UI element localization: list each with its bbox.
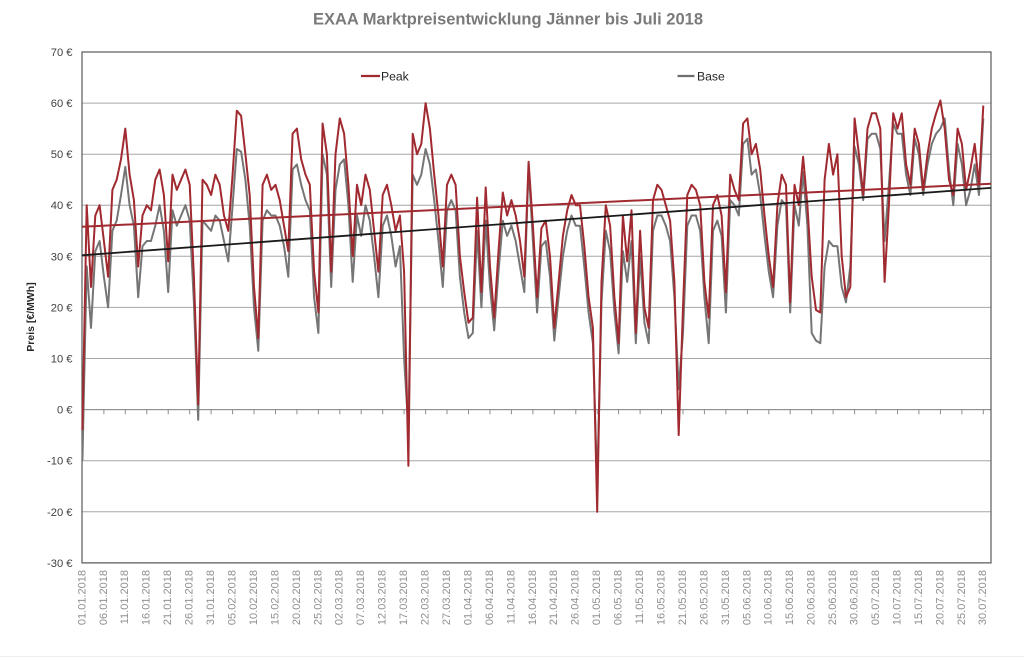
svg-text:10.07.2018: 10.07.2018 (891, 570, 903, 625)
svg-text:20.07.2018: 20.07.2018 (934, 570, 946, 625)
svg-text:01.04.2018: 01.04.2018 (462, 570, 474, 625)
svg-text:-20 €: -20 € (47, 507, 73, 519)
svg-text:22.03.2018: 22.03.2018 (420, 570, 432, 625)
svg-text:05.07.2018: 05.07.2018 (870, 570, 882, 625)
svg-text:15.02.2018: 15.02.2018 (269, 570, 281, 625)
svg-text:26.04.2018: 26.04.2018 (570, 570, 582, 625)
svg-text:25.02.2018: 25.02.2018 (312, 570, 324, 625)
svg-text:30.07.2018: 30.07.2018 (977, 570, 989, 625)
svg-text:21.05.2018: 21.05.2018 (677, 570, 689, 625)
svg-text:06.01.2018: 06.01.2018 (98, 570, 110, 625)
svg-text:Preis [€/MWh]: Preis [€/MWh] (25, 282, 37, 351)
svg-text:EXAA Marktpreisentwicklung Jän: EXAA Marktpreisentwicklung Jänner bis Ju… (313, 11, 703, 29)
svg-text:Base: Base (697, 70, 725, 84)
svg-text:16.04.2018: 16.04.2018 (527, 570, 539, 625)
svg-text:05.02.2018: 05.02.2018 (227, 570, 239, 625)
svg-text:0 €: 0 € (57, 405, 73, 417)
svg-text:20.02.2018: 20.02.2018 (291, 570, 303, 625)
svg-text:-10 €: -10 € (47, 456, 73, 468)
svg-text:20 €: 20 € (51, 302, 74, 314)
svg-text:21.04.2018: 21.04.2018 (548, 570, 560, 625)
svg-text:40 €: 40 € (51, 200, 74, 212)
svg-text:07.03.2018: 07.03.2018 (355, 570, 367, 625)
svg-text:11.05.2018: 11.05.2018 (634, 570, 646, 624)
svg-text:30 €: 30 € (51, 251, 74, 263)
svg-text:25.07.2018: 25.07.2018 (956, 570, 968, 625)
svg-text:06.04.2018: 06.04.2018 (484, 570, 496, 625)
svg-text:05.06.2018: 05.06.2018 (741, 570, 753, 625)
svg-text:26.01.2018: 26.01.2018 (184, 570, 196, 625)
svg-text:01.05.2018: 01.05.2018 (591, 570, 603, 625)
svg-text:02.03.2018: 02.03.2018 (334, 570, 346, 625)
svg-text:26.05.2018: 26.05.2018 (698, 570, 710, 625)
svg-text:27.03.2018: 27.03.2018 (441, 570, 453, 625)
svg-text:10.02.2018: 10.02.2018 (248, 570, 260, 625)
svg-text:06.05.2018: 06.05.2018 (613, 570, 625, 625)
svg-text:31.05.2018: 31.05.2018 (720, 570, 732, 625)
svg-text:70 €: 70 € (51, 47, 74, 59)
svg-text:31.01.2018: 31.01.2018 (205, 570, 217, 625)
svg-text:01.01.2018: 01.01.2018 (76, 570, 88, 625)
svg-text:20.06.2018: 20.06.2018 (806, 570, 818, 625)
svg-text:15.07.2018: 15.07.2018 (913, 570, 925, 625)
svg-text:16.05.2018: 16.05.2018 (655, 570, 667, 625)
svg-text:60 €: 60 € (51, 98, 74, 110)
svg-text:16.01.2018: 16.01.2018 (141, 570, 153, 625)
svg-text:11.01.2018: 11.01.2018 (119, 570, 131, 624)
svg-text:21.01.2018: 21.01.2018 (162, 570, 174, 625)
svg-text:10 €: 10 € (51, 354, 74, 366)
svg-text:12.03.2018: 12.03.2018 (377, 570, 389, 625)
svg-text:11.04.2018: 11.04.2018 (505, 570, 517, 624)
svg-text:-30 €: -30 € (47, 558, 73, 570)
svg-text:Peak: Peak (381, 70, 410, 84)
svg-text:30.06.2018: 30.06.2018 (849, 570, 861, 625)
svg-text:10.06.2018: 10.06.2018 (763, 570, 775, 625)
svg-text:25.06.2018: 25.06.2018 (827, 570, 839, 625)
svg-text:15.06.2018: 15.06.2018 (784, 570, 796, 625)
svg-text:17.03.2018: 17.03.2018 (398, 570, 410, 625)
svg-text:50 €: 50 € (51, 149, 74, 161)
